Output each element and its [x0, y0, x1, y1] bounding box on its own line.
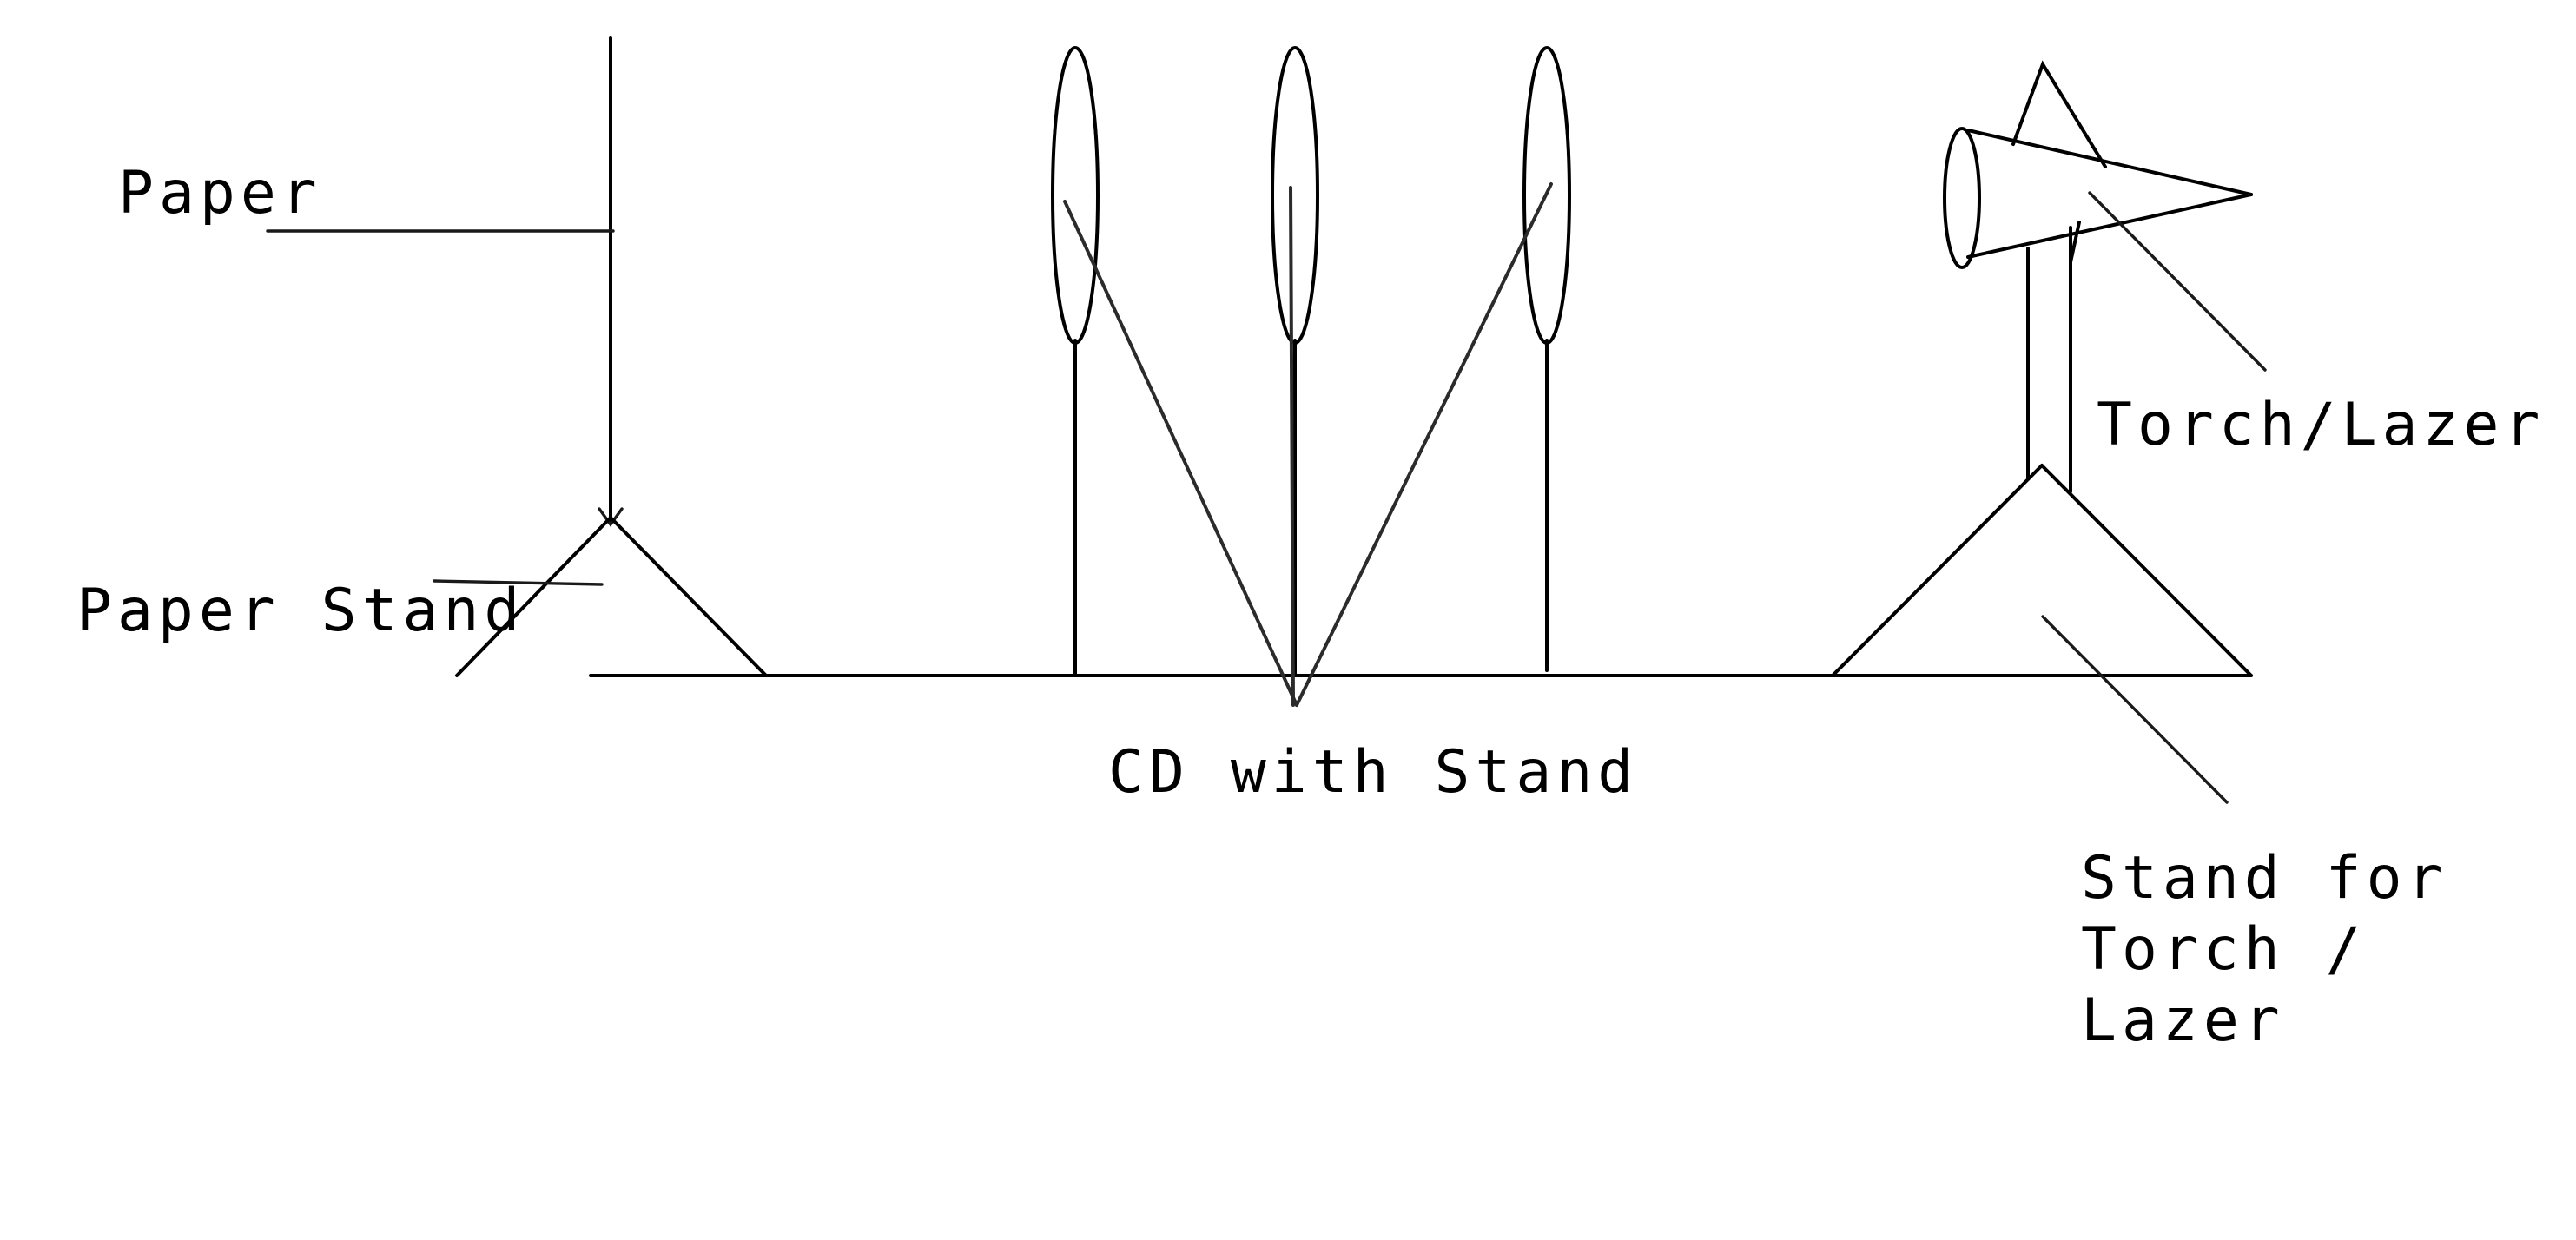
torch-post-tick [2069, 221, 2081, 264]
paper-stand-right-leg [609, 516, 768, 677]
cd-leader-line-1 [1063, 200, 1298, 707]
torch-stand-right-leg [2040, 464, 2253, 677]
torch-leader-line [2088, 191, 2267, 372]
torch-lens [1943, 127, 1981, 269]
cd-disc-1 [1051, 46, 1100, 345]
torch-stand-left-leg [1831, 464, 2044, 677]
label-stand-for-torch-line2: Torch / [2081, 915, 2367, 984]
label-stand-for-torch-line3: Lazer [2081, 986, 2285, 1055]
paper-tip [598, 507, 624, 527]
cd-leader-line-3 [1295, 182, 1553, 707]
label-cd-with-stand: CD with Stand [1108, 738, 1638, 807]
paper-stand-leader-line [433, 579, 604, 586]
label-paper: Paper [118, 159, 322, 228]
label-stand-for-torch-line1: Stand for [2081, 844, 2447, 913]
label-torch-lazer: Torch/Lazer [2097, 391, 2545, 459]
torch-top-bracket [2011, 60, 2107, 168]
torch-body-top [1966, 129, 2253, 196]
paper-stand-left-leg [455, 516, 612, 677]
cd-leader-line-2 [1289, 186, 1295, 707]
label-paper-stand: Paper Stand [76, 577, 525, 645]
torch-body-bottom [1966, 193, 2253, 259]
torch-stand-leader-line [2041, 615, 2229, 804]
cd-disc-2 [1271, 46, 1319, 345]
